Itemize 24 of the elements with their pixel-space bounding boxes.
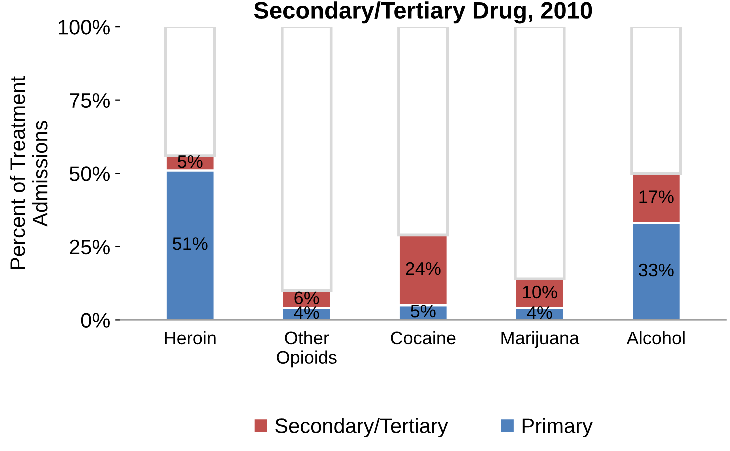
data-label: 51% [173,238,208,250]
data-label: 4% [527,306,552,320]
data-label: 5% [411,305,436,318]
y-tick-label: 100% [59,20,110,35]
x-tick-label: Alcohol [626,331,685,345]
y-tick-label: 25% [70,240,110,255]
y-tick-label: 75% [70,93,110,108]
x-tick-label: Marijuana [502,331,580,348]
data-label: 10% [523,286,558,299]
data-label: 6% [294,292,320,305]
y-tick-label: 50% [70,166,110,182]
x-tick-label: Heroin [165,331,216,345]
x-tick-label: Cocaine [391,331,456,345]
y-axis-title: Percent of Treatment Admissions [10,76,48,270]
chart-title: Secondary/Tertiary Drug, 2010 [254,2,592,24]
data-label: 33% [639,264,674,277]
legend-label: Primary [522,418,593,438]
legend-label: Secondary/Tertiary [276,418,448,438]
data-label: 24% [406,262,441,276]
data-label: 5% [178,156,203,168]
y-tick-label: 0% [81,313,110,328]
x-tick-label: Other Opioids [277,331,337,368]
data-label: 17% [640,190,674,204]
data-label: 4% [294,306,320,320]
